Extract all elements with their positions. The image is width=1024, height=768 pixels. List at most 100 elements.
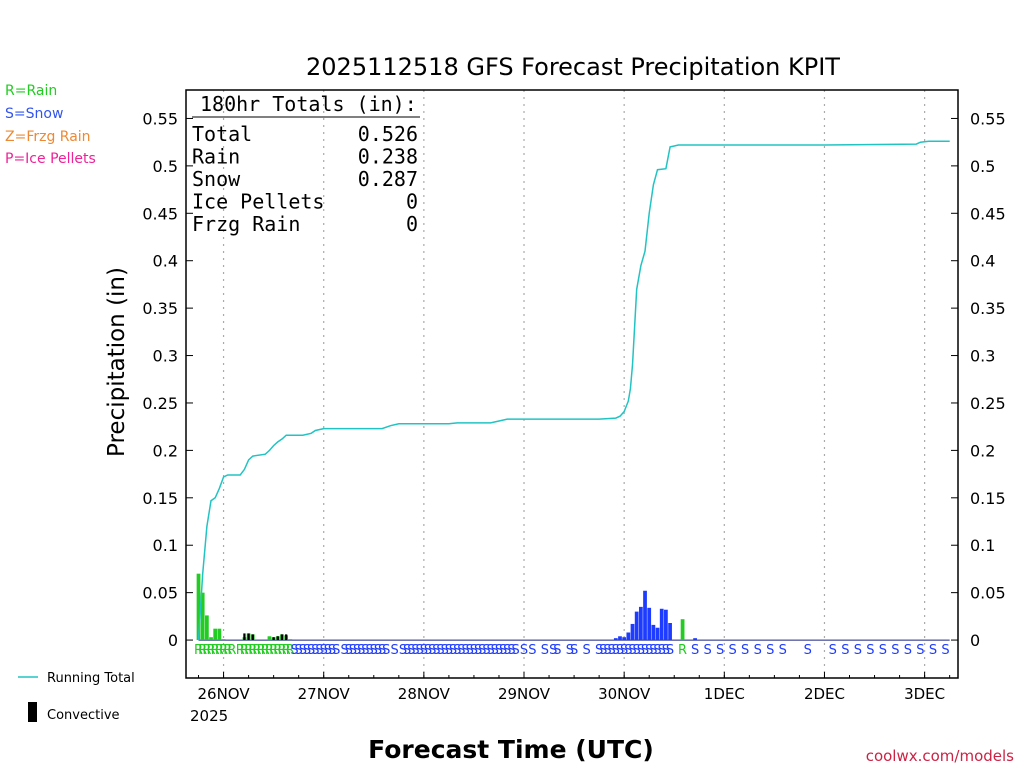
snow-mark: S: [624, 643, 632, 658]
rain-mark: R: [227, 643, 236, 658]
snow-bar: [668, 622, 672, 641]
rain-bar: [217, 628, 222, 641]
rain-bar: [196, 573, 201, 641]
rain-bar: [680, 619, 685, 641]
x-axis: 26NOV 27NOV 28NOV 29NOV 30NOV 1DEC 2DEC 3DEC: [197, 672, 951, 703]
snow-mark: S: [866, 643, 874, 658]
y-axis-right: 0 0.05 0.1 0.15 0.2 0.25 0.3 0.35 0.4 0.45 0.5 0.55: [951, 109, 1006, 650]
totals-value: 0.526: [358, 122, 418, 146]
snow-mark: S: [703, 643, 711, 658]
snow-bar: [647, 607, 652, 641]
snow-mark: S: [332, 643, 340, 658]
y-tick-label-right: 0.15: [970, 489, 1006, 508]
rain-mark: R: [211, 643, 220, 658]
totals-box: 180hr Totals (in): Total 0.526 Rain 0.238 Sn…: [192, 92, 420, 236]
snow-mark: S: [649, 643, 657, 658]
snow-mark: S: [424, 643, 432, 658]
convective-bar: [276, 636, 279, 641]
snow-mark: S: [662, 643, 670, 658]
snow-mark: S: [549, 643, 557, 658]
snow-mark: S: [374, 643, 382, 658]
snow-bar: [613, 638, 618, 641]
snow-mark: S: [729, 643, 737, 658]
snow-mark: S: [453, 643, 461, 658]
snow-mark: S: [766, 643, 774, 658]
totals-label: Total: [192, 122, 252, 146]
snow-mark: S: [403, 643, 411, 658]
totals-rows: Total 0.526 Rain 0.238 Snow 0.287 Ice Pellets 0…: [192, 122, 418, 236]
legend-rain: R=Rain: [5, 83, 57, 99]
snow-mark: S: [391, 643, 399, 658]
snow-mark: S: [904, 643, 912, 658]
totals-label: Rain: [192, 145, 240, 169]
rain-bar: [204, 615, 209, 641]
snow-mark: S: [324, 643, 332, 658]
snow-mark: S: [653, 643, 661, 658]
snow-mark: S: [340, 643, 348, 658]
running-total-line: [197, 140, 950, 641]
snow-mark: S: [365, 643, 373, 658]
chart-title: 2025112518 GFS Forecast Precipitation KP…: [306, 53, 840, 81]
snow-mark: S: [478, 643, 486, 658]
rain-mark: R: [282, 643, 291, 658]
snow-mark: S: [841, 643, 849, 658]
snow-mark: S: [353, 643, 361, 658]
snow-mark: S: [741, 643, 749, 658]
rain-mark: R: [219, 643, 228, 658]
rain-mark: R: [678, 643, 687, 658]
rain-bar: [213, 628, 218, 641]
snow-mark: S: [411, 643, 419, 658]
snow-mark: S: [637, 643, 645, 658]
totals-label: Frzg Rain: [192, 212, 300, 236]
snow-mark: S: [658, 643, 666, 658]
snow-mark: S: [290, 643, 298, 658]
snow-mark: S: [612, 643, 620, 658]
snow-mark: S: [345, 643, 353, 658]
totals-value: 0: [406, 212, 418, 236]
snow-mark: S: [512, 643, 520, 658]
rain-mark: R: [248, 643, 257, 658]
legend-snow: S=Snow: [5, 106, 63, 122]
snow-mark: S: [804, 643, 812, 658]
x-tick-label: 29NOV: [498, 685, 551, 703]
convective-swatch: [28, 702, 37, 722]
snow-mark: S: [407, 643, 415, 658]
legend-frzg-rain: Z=Frzg Rain: [5, 129, 91, 145]
snow-mark: S: [582, 643, 590, 658]
type-legend: R=Rain S=Snow Z=Frzg Rain P=Ice Pellets: [5, 83, 96, 167]
y-tick-label-left: 0.25: [142, 394, 178, 413]
y-tick-label-right: 0.3: [970, 347, 995, 366]
convective-bar: [247, 633, 250, 641]
rain-mark: R: [244, 643, 253, 658]
legend-running-total: Running Total: [47, 671, 135, 686]
snow-mark: S: [491, 643, 499, 658]
snow-mark: S: [416, 643, 424, 658]
snow-mark: S: [645, 643, 653, 658]
snow-mark: S: [328, 643, 336, 658]
snow-bar: [638, 606, 643, 641]
rain-mark: R: [286, 643, 295, 658]
rain-mark: R: [277, 643, 286, 658]
y-tick-label-right: 0.45: [970, 204, 1006, 223]
snow-mark: S: [315, 643, 323, 658]
convective-bar: [285, 634, 288, 641]
snow-bar: [618, 636, 622, 641]
year-label: 2025: [190, 707, 228, 725]
y-tick-label-right: 0.4: [970, 252, 995, 271]
y-tick-label-right: 0: [970, 631, 980, 650]
snow-bar: [622, 637, 627, 641]
snow-mark: S: [349, 643, 357, 658]
snow-mark: S: [357, 643, 365, 658]
snow-bar: [655, 627, 660, 641]
x-axis-label: Forecast Time (UTC): [368, 735, 654, 764]
totals-header: 180hr Totals (in):: [200, 92, 417, 116]
x-tick-label: 30NOV: [598, 685, 651, 703]
snow-mark: S: [520, 643, 528, 658]
snow-mark: S: [528, 643, 536, 658]
snow-mark: S: [382, 643, 390, 658]
rain-mark: R: [223, 643, 232, 658]
totals-label: Ice Pellets: [192, 190, 324, 214]
x-tick-label: 28NOV: [398, 685, 451, 703]
snow-mark: S: [445, 643, 453, 658]
snow-mark: S: [449, 643, 457, 658]
